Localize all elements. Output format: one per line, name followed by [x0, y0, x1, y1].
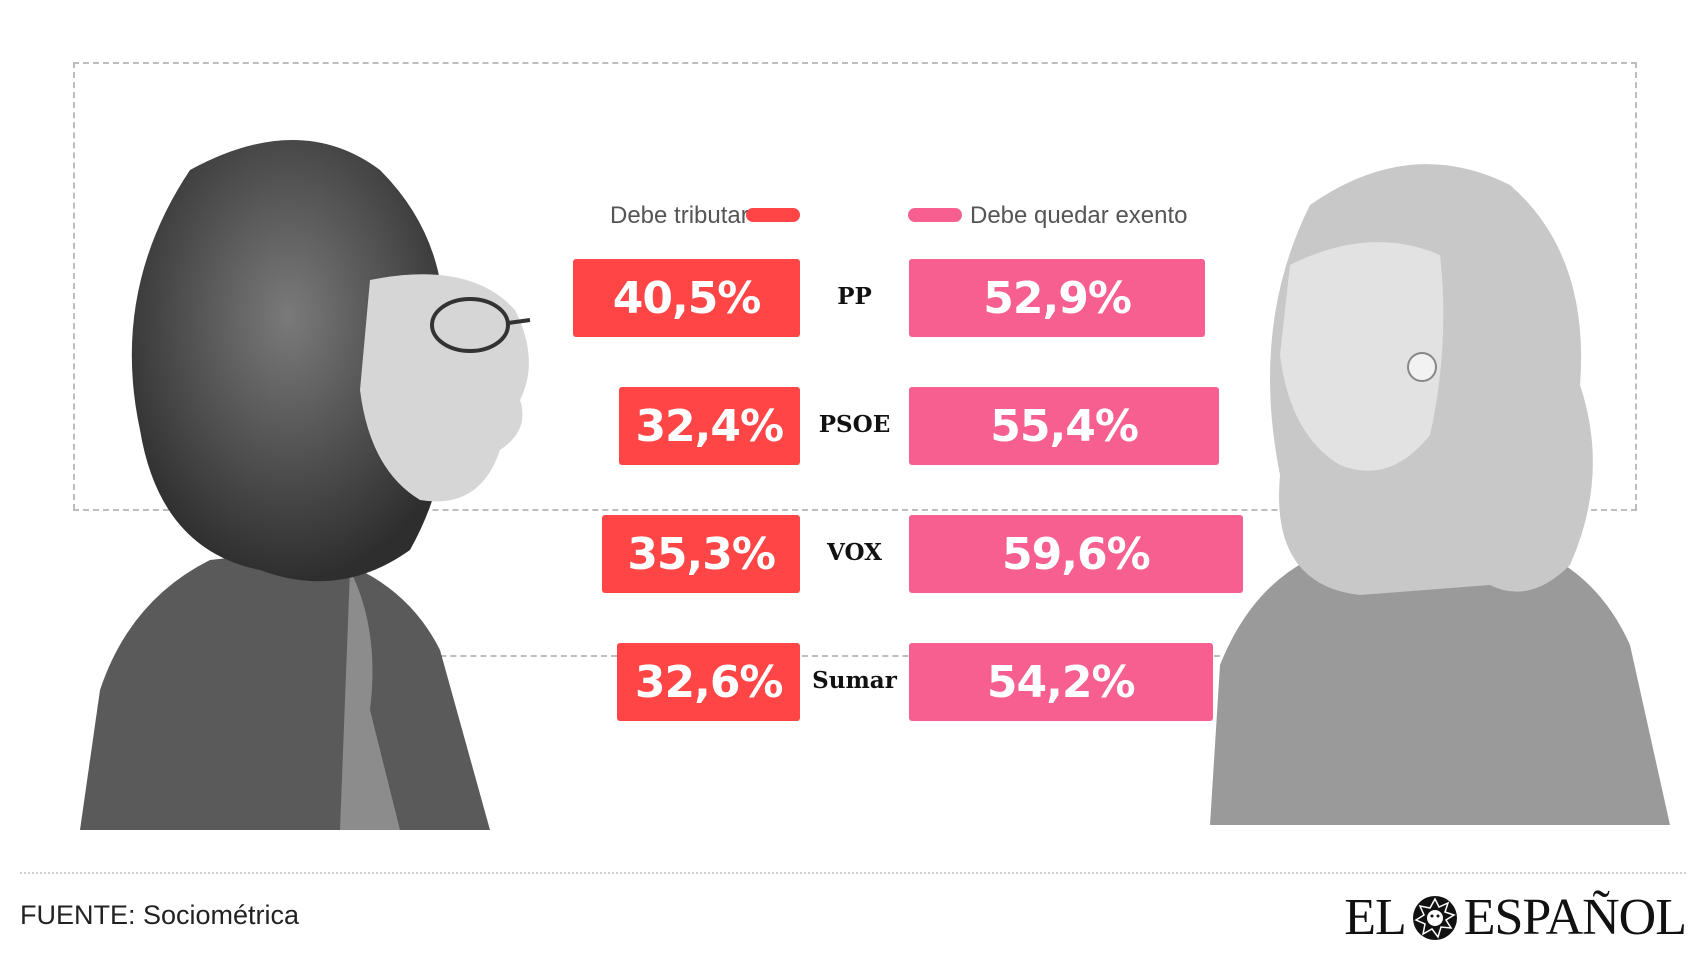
chart-frame — [73, 62, 1637, 510]
party-label-psoe: PSOE — [818, 411, 891, 438]
lion-icon — [1410, 893, 1460, 943]
footer-separator — [20, 872, 1686, 874]
party-label-pp: PP — [837, 283, 872, 310]
bar-tributar-psoe: 32,4% — [618, 387, 800, 465]
bar-exento-vox: 59,6% — [909, 515, 1243, 593]
party-label-sumar: Sumar — [812, 667, 897, 694]
logo-text-left: EL — [1344, 889, 1407, 946]
bar-tributar-vox: 35,3% — [602, 515, 800, 593]
legend-label-tributar: Debe tributar — [610, 202, 749, 229]
logo: EL ESPAÑOL — [1344, 888, 1687, 947]
divider-line — [73, 509, 1637, 511]
bar-exento-pp: 52,9% — [909, 259, 1206, 337]
legend-swatch-tributar — [746, 208, 800, 222]
divider-line — [380, 655, 1240, 657]
legend-label-exento: Debe quedar exento — [970, 202, 1188, 229]
logo-text-right: ESPAÑOL — [1463, 889, 1687, 946]
bar-exento-psoe: 55,4% — [909, 387, 1220, 465]
party-label-vox: VOX — [827, 539, 882, 566]
bar-exento-sumar: 54,2% — [909, 643, 1213, 721]
source-note: FUENTE: Sociométrica — [20, 900, 300, 930]
portrait-left — [40, 130, 540, 830]
legend-swatch-exento — [908, 208, 962, 222]
portrait-right — [1190, 145, 1670, 825]
bar-tributar-sumar: 32,6% — [617, 643, 800, 721]
bar-tributar-pp: 40,5% — [573, 259, 800, 337]
